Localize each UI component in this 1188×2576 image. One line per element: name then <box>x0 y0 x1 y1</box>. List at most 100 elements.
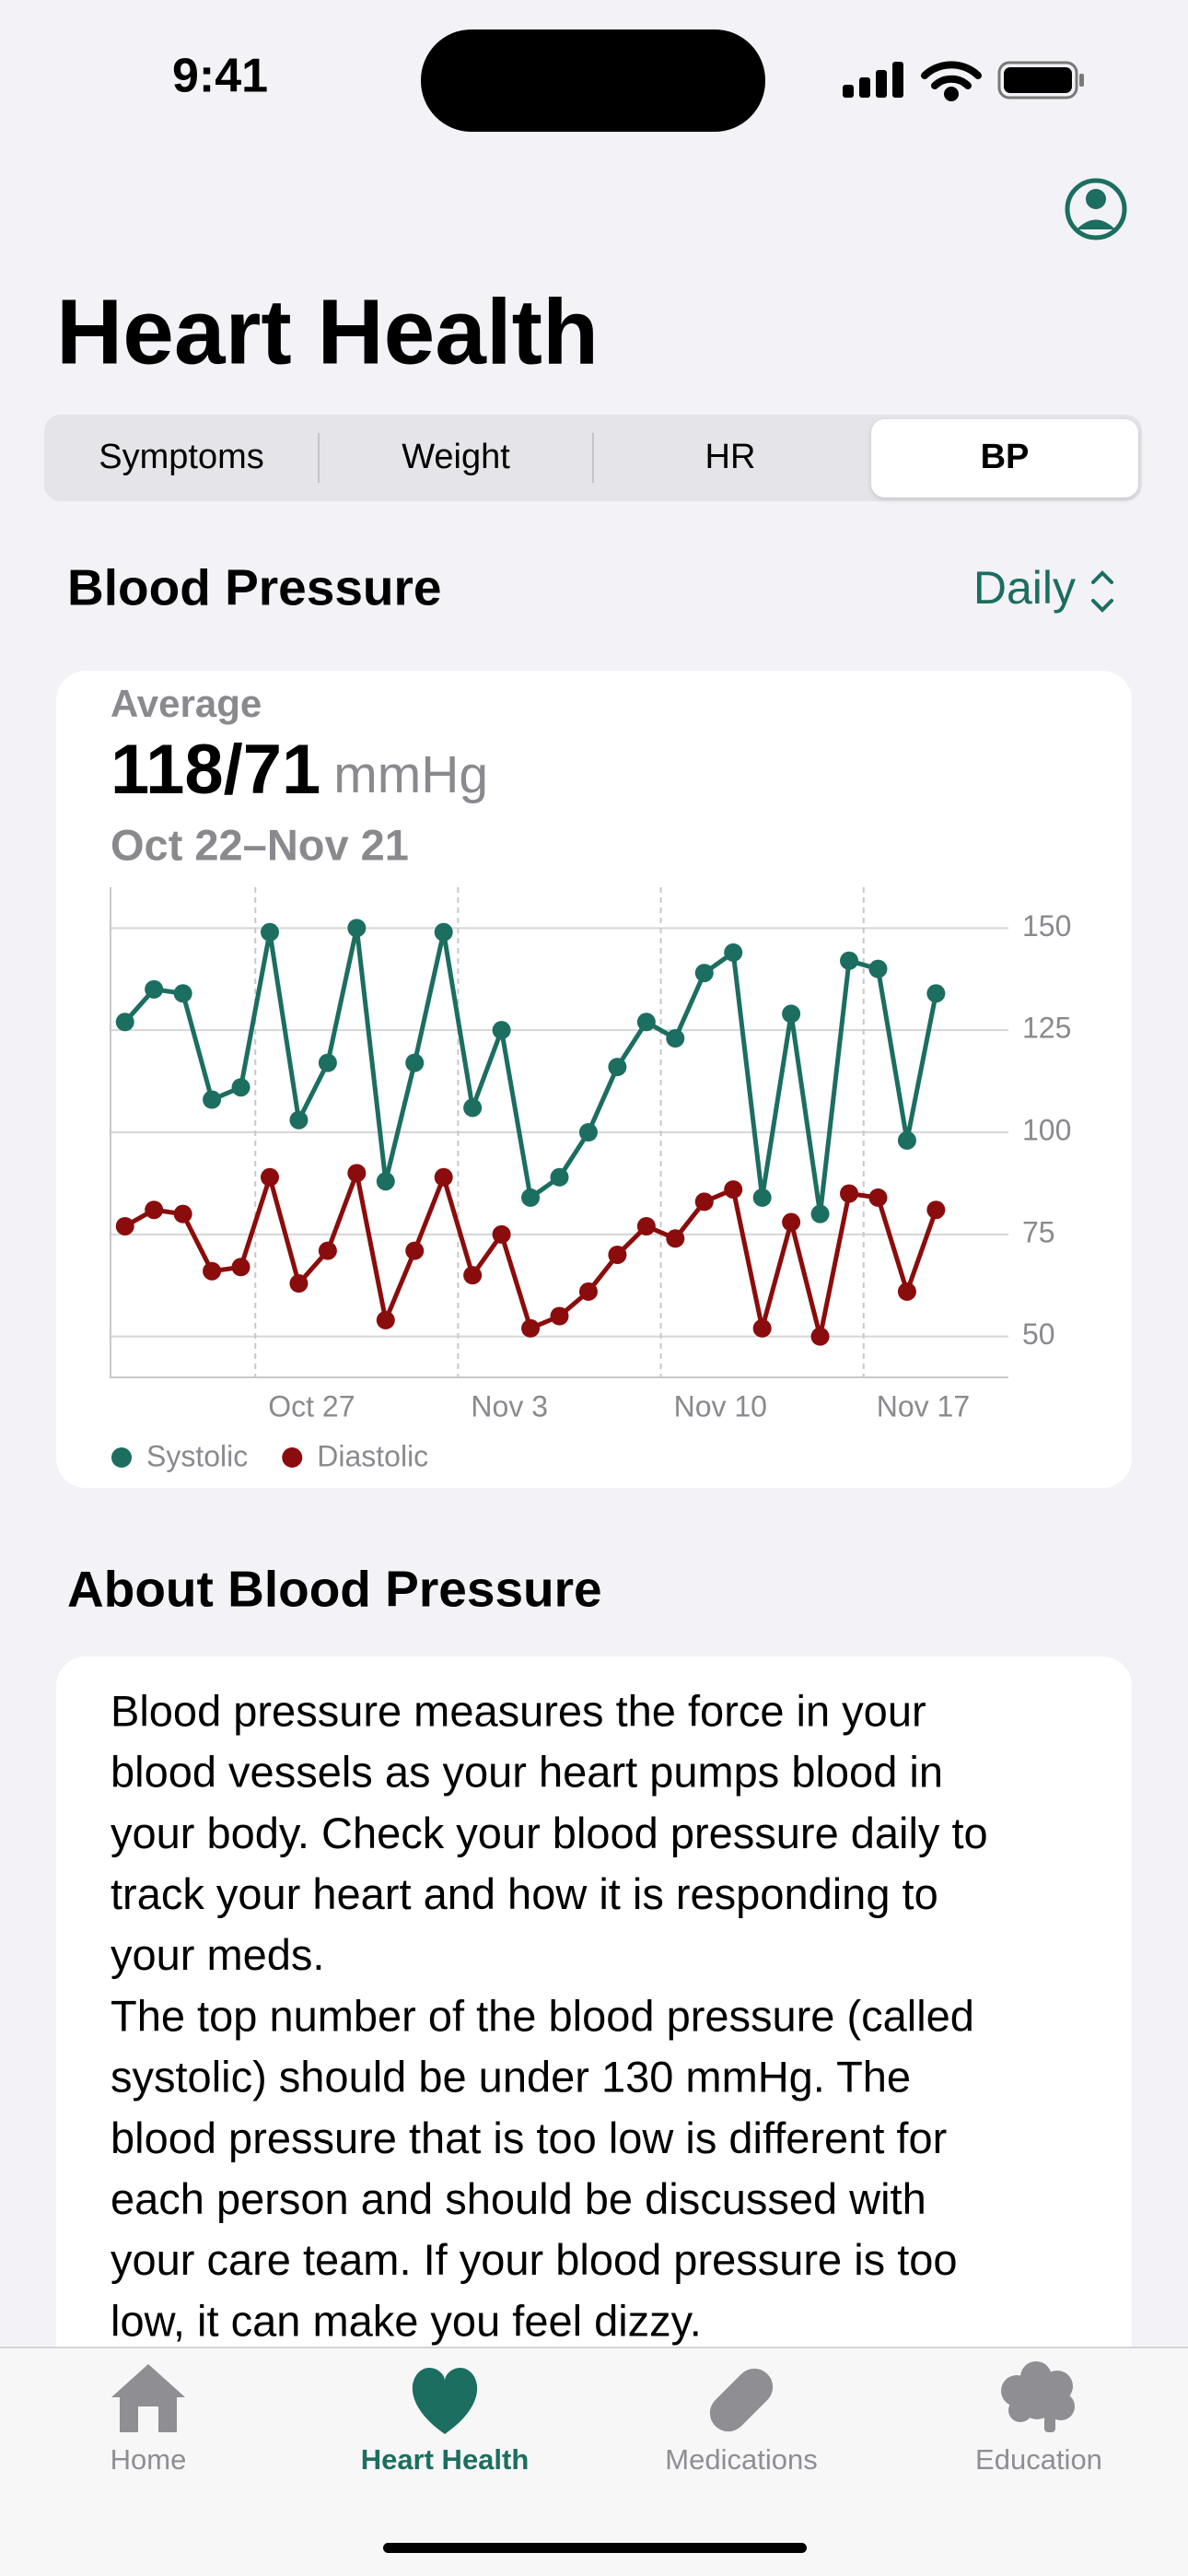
data-point <box>203 1261 222 1281</box>
period-picker[interactable]: Daily <box>973 562 1076 614</box>
about-text-line: systolic) should be under 130 mmHg. The <box>111 2053 911 2102</box>
about-text-line: low, it can make you feel dizzy. <box>111 2296 702 2345</box>
data-point <box>145 979 164 999</box>
data-point <box>115 1013 134 1032</box>
data-point <box>897 1282 916 1301</box>
data-point <box>203 1090 222 1109</box>
legend-swatch <box>111 1447 132 1468</box>
tab-bar <box>0 2348 1188 2576</box>
legend-swatch <box>282 1447 303 1468</box>
data-point <box>724 1180 743 1200</box>
data-point <box>550 1167 569 1187</box>
data-point <box>636 1216 656 1235</box>
data-point <box>868 1188 888 1207</box>
data-point <box>318 1053 337 1072</box>
data-point <box>694 964 714 983</box>
data-point <box>897 1130 916 1150</box>
data-point <box>173 984 192 1003</box>
data-point <box>376 1310 395 1329</box>
wifi-icon <box>921 61 982 101</box>
data-point <box>521 1318 541 1338</box>
data-point <box>868 959 888 978</box>
y-tick-label: 150 <box>1022 909 1071 943</box>
home-indicator <box>383 2543 807 2553</box>
data-point <box>231 1078 250 1097</box>
home-icon[interactable] <box>111 2364 185 2432</box>
signal-icon <box>843 62 903 98</box>
data-point <box>376 1172 395 1191</box>
y-tick-label: 75 <box>1022 1215 1055 1248</box>
section-title: Blood Pressure <box>67 559 442 616</box>
dynamic-island <box>421 29 765 132</box>
tab-label[interactable]: Education <box>975 2443 1102 2476</box>
data-point <box>405 1053 425 1072</box>
data-point <box>810 1204 830 1224</box>
tab-label[interactable]: Medications <box>665 2443 817 2476</box>
data-point <box>289 1274 309 1294</box>
data-point <box>318 1241 337 1260</box>
pill-icon[interactable] <box>703 2361 781 2440</box>
x-tick-label: Oct 27 <box>268 1389 355 1423</box>
data-point <box>405 1241 425 1260</box>
data-point <box>347 919 367 938</box>
data-point <box>492 1021 511 1040</box>
brain-icon[interactable] <box>1001 2361 1075 2432</box>
data-point <box>926 984 946 1003</box>
about-text-line: blood pressure that is too low is differ… <box>111 2113 947 2162</box>
profile-button[interactable] <box>1065 178 1127 240</box>
data-point <box>782 1004 801 1024</box>
data-point <box>260 1167 279 1187</box>
about-title: About Blood Pressure <box>67 1561 602 1618</box>
tab-label[interactable]: Home <box>111 2443 187 2476</box>
data-point <box>145 1200 164 1220</box>
data-point <box>231 1258 250 1277</box>
data-point <box>636 1013 656 1032</box>
heart-icon[interactable] <box>412 2368 478 2434</box>
summary-unit: mmHg <box>333 745 488 804</box>
data-point <box>289 1110 309 1130</box>
data-point <box>782 1212 801 1232</box>
data-point <box>608 1058 627 1077</box>
about-text-line: Blood pressure measures the force in you… <box>111 1686 926 1735</box>
y-tick-label: 50 <box>1022 1317 1055 1351</box>
status-time: 9:41 <box>172 50 268 103</box>
data-point <box>521 1188 541 1207</box>
plot-frame <box>110 887 1008 1378</box>
data-point <box>926 1200 946 1220</box>
picker-chevron[interactable] <box>1091 570 1113 613</box>
data-point <box>578 1123 598 1142</box>
data-point <box>115 1216 134 1235</box>
about-card <box>56 1657 1132 2486</box>
data-point <box>810 1327 830 1346</box>
segment-selected[interactable] <box>871 419 1138 498</box>
data-point <box>434 1167 453 1187</box>
about-text-line: each person and should be discussed with <box>111 2174 926 2223</box>
legend-label: Diastolic <box>317 1439 428 1472</box>
about-text-line: your body. Check your blood pressure dai… <box>111 1809 988 1857</box>
battery-icon <box>997 61 1084 100</box>
data-point <box>666 1229 685 1248</box>
data-point <box>347 1164 367 1183</box>
segment-label[interactable]: BP <box>981 438 1030 476</box>
segment-label[interactable]: Weight <box>402 438 510 476</box>
data-point <box>608 1246 627 1264</box>
data-point <box>260 922 279 942</box>
x-tick-label: Nov 3 <box>471 1389 548 1423</box>
segment-label[interactable]: HR <box>705 438 756 476</box>
segment-label[interactable]: Symptoms <box>99 438 263 476</box>
about-text-line: track your heart and how it is respondin… <box>111 1869 938 1918</box>
data-point <box>724 943 743 962</box>
summary-label: Average <box>111 682 262 725</box>
tab-label[interactable]: Heart Health <box>361 2443 530 2476</box>
x-tick-label: Nov 10 <box>674 1389 767 1423</box>
about-text-line: The top number of the blood pressure (ca… <box>111 1991 974 2040</box>
data-point <box>578 1282 598 1301</box>
data-point <box>550 1306 569 1326</box>
data-point <box>463 1266 483 1285</box>
about-text-line: your care team. If your blood pressure i… <box>111 2235 958 2284</box>
about-text-line: your meds. <box>111 1930 324 1979</box>
y-tick-label: 125 <box>1022 1012 1071 1045</box>
data-point <box>173 1204 192 1224</box>
